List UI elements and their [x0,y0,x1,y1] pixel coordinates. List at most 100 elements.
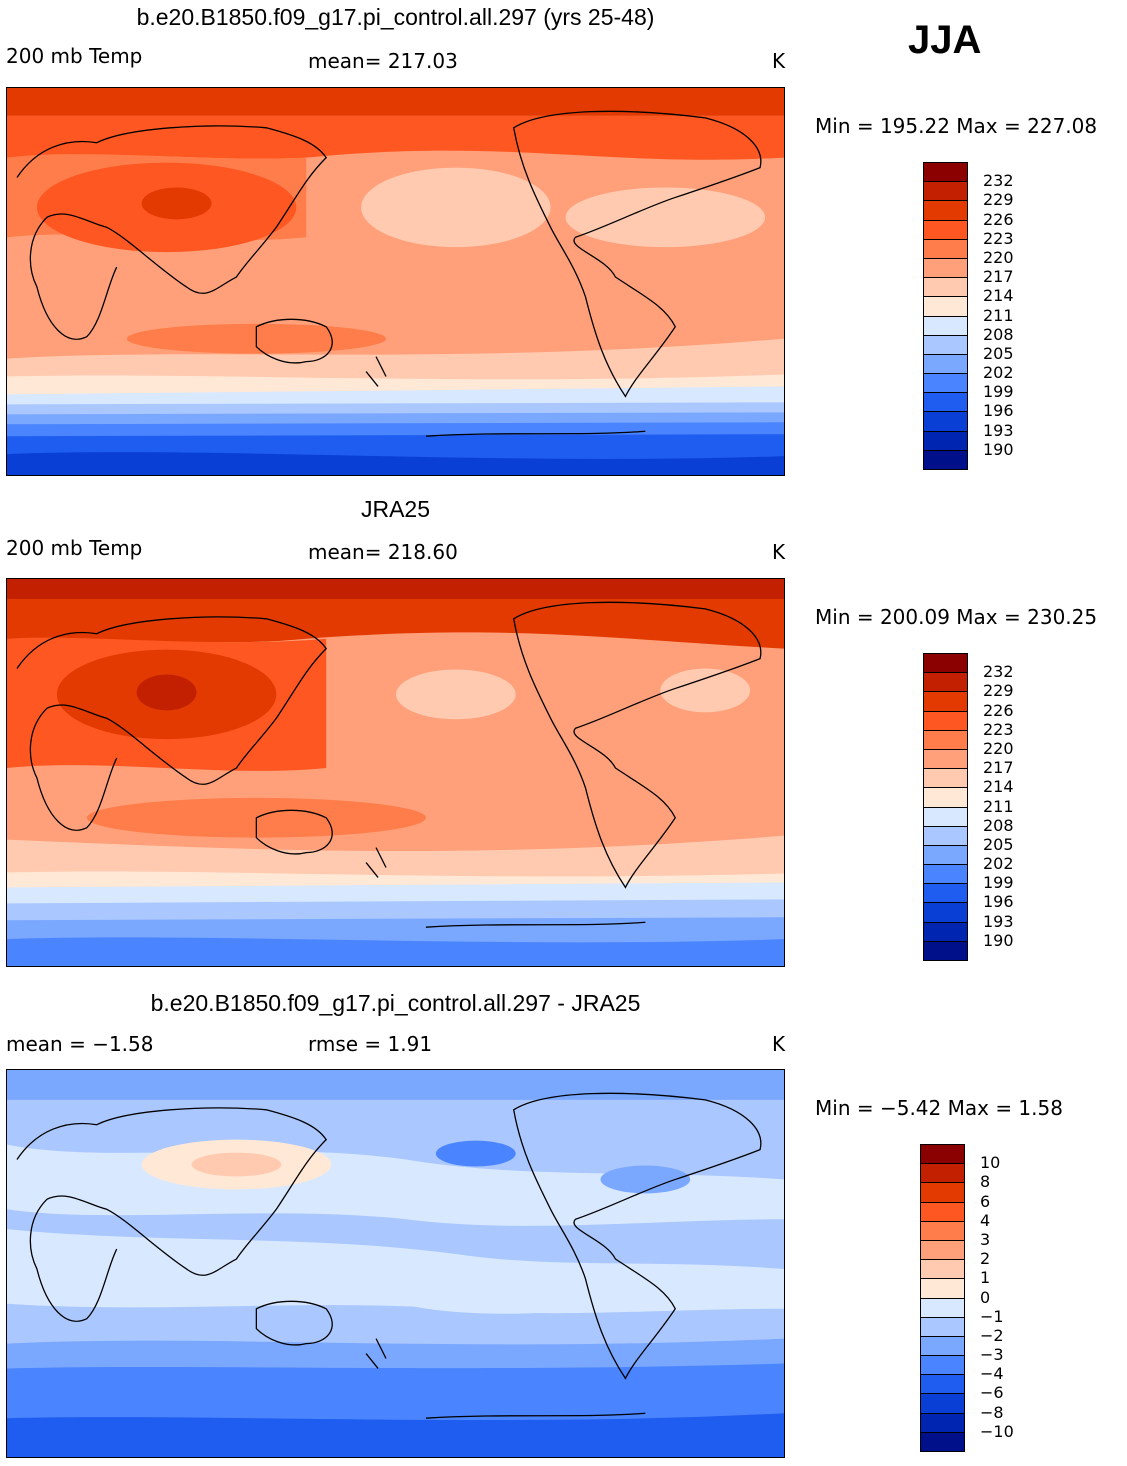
colorbar-swatch [920,1144,965,1165]
colorbar-swatch [920,1278,965,1299]
panel3-colorbar: 10 8 6 4 3 2 1 0 −1 −2 −3 −4 −6 −8 −10 [920,1144,1030,1452]
panel3-minmax: Min = −5.42 Max = 1.58 [815,1096,1063,1120]
colorbar-swatch [920,1431,965,1452]
panel1-variable-label: 200 mb Temp [6,44,143,68]
colorbar-swatch [923,257,968,279]
colorbar-label: 202 [983,854,1014,874]
colorbar-swatch [923,729,968,750]
colorbar-label: 214 [983,286,1014,306]
colorbar-swatch [923,768,968,789]
colorbar-label: 205 [983,834,1014,854]
colorbar-swatch [920,1297,965,1318]
colorbar-label: 199 [983,382,1014,402]
colorbar-swatch [923,825,968,846]
colorbar-swatch [923,353,968,375]
colorbar-swatch [923,315,968,336]
panel2-variable-label: 200 mb Temp [6,536,143,560]
colorbar-swatch [923,653,968,674]
colorbar-swatch [920,1239,965,1261]
colorbar-label: 229 [983,681,1014,701]
colorbar-label: 190 [983,930,1014,950]
colorbar-label: 211 [983,305,1014,325]
panel1-mean-label: mean= 217.03 [308,49,458,73]
colorbar-label: 226 [983,700,1014,720]
colorbar-label: 211 [983,796,1014,816]
colorbar-label: 6 [980,1191,991,1211]
colorbar-label: 190 [983,439,1014,459]
colorbar-label: 205 [983,343,1014,363]
colorbar-label: 3 [980,1229,991,1249]
colorbar-label: 232 [983,171,1014,191]
colorbar-swatch [923,411,968,432]
colorbar-swatch [923,200,968,221]
colorbar-label: 202 [983,363,1014,383]
colorbar-label: −10 [980,1421,1014,1441]
colorbar-label: 220 [983,247,1014,267]
season-label: JJA [908,18,982,62]
colorbar-label: 0 [980,1287,991,1307]
colorbar-label: −1 [980,1306,1004,1326]
colorbar-label: −6 [980,1383,1004,1403]
colorbar-label: 193 [983,911,1014,931]
colorbar-swatch [923,710,968,731]
panel1-minmax: Min = 195.22 Max = 227.08 [815,114,1098,138]
colorbar-label: −2 [980,1325,1004,1345]
colorbar-swatch [923,844,968,866]
panel2-title: JRA25 [360,496,431,522]
colorbar-swatch [923,373,968,394]
colorbar-label: 199 [983,873,1014,893]
colorbar-label: 217 [983,758,1014,778]
colorbar-label: 196 [983,401,1014,421]
panel2-units: K [772,540,786,564]
colorbar-label: 208 [983,324,1014,344]
colorbar-swatch [923,430,968,451]
panel1-map [6,87,785,476]
panel3-units: K [772,1032,786,1056]
colorbar-label: 229 [983,190,1014,210]
colorbar-label: 8 [980,1172,991,1192]
colorbar-label: −3 [980,1345,1004,1365]
colorbar-swatch [923,691,968,712]
colorbar-swatch [920,1316,965,1337]
colorbar-label: 208 [983,815,1014,835]
panel2-colorbar: 232 229 226 223 220 217 214 211 208 205 202 199 196 1… [923,653,1033,961]
panel1-colorbar: 232 229 226 223 220 217 214 211 208 205 202 199 196 1… [923,162,1033,470]
colorbar-swatch [923,449,968,470]
colorbar-swatch [923,940,968,961]
colorbar-swatch [920,1374,965,1395]
panel2-map [6,578,785,967]
colorbar-label: 1 [980,1268,991,1288]
colorbar-label: −8 [980,1402,1004,1422]
colorbar-swatch [923,883,968,904]
panel1-units: K [772,49,786,73]
colorbar-swatch [923,748,968,770]
colorbar-swatch [923,296,968,317]
colorbar-label: 214 [983,777,1014,797]
colorbar-swatch [920,1355,965,1376]
panel1-title: b.e20.B1850.f09_g17.pi_control.all.297 (… [136,4,655,30]
colorbar-swatch [923,672,968,693]
colorbar-swatch [920,1259,965,1280]
colorbar-swatch [923,806,968,827]
panel3-map [6,1069,785,1458]
colorbar-swatch [923,219,968,240]
colorbar-swatch [920,1163,965,1184]
colorbar-swatch [923,162,968,183]
panel2-mean-label: mean= 218.60 [308,540,458,564]
colorbar-label: 193 [983,420,1014,440]
colorbar-swatch [923,334,968,355]
colorbar-swatch [923,864,968,885]
panel3-title: b.e20.B1850.f09_g17.pi_control.all.297 -… [150,990,641,1016]
colorbar-swatch [923,277,968,298]
colorbar-swatch [920,1335,965,1357]
colorbar-label: 4 [980,1210,991,1230]
colorbar-swatch [920,1182,965,1203]
colorbar-label: 223 [983,228,1014,248]
colorbar-label: 220 [983,738,1014,758]
colorbar-swatch [923,238,968,259]
colorbar-swatch [923,902,968,923]
colorbar-label: 232 [983,662,1014,682]
colorbar-swatch [923,181,968,202]
colorbar-swatch [923,787,968,808]
panel3-mean-label: mean = −1.58 [6,1032,154,1056]
